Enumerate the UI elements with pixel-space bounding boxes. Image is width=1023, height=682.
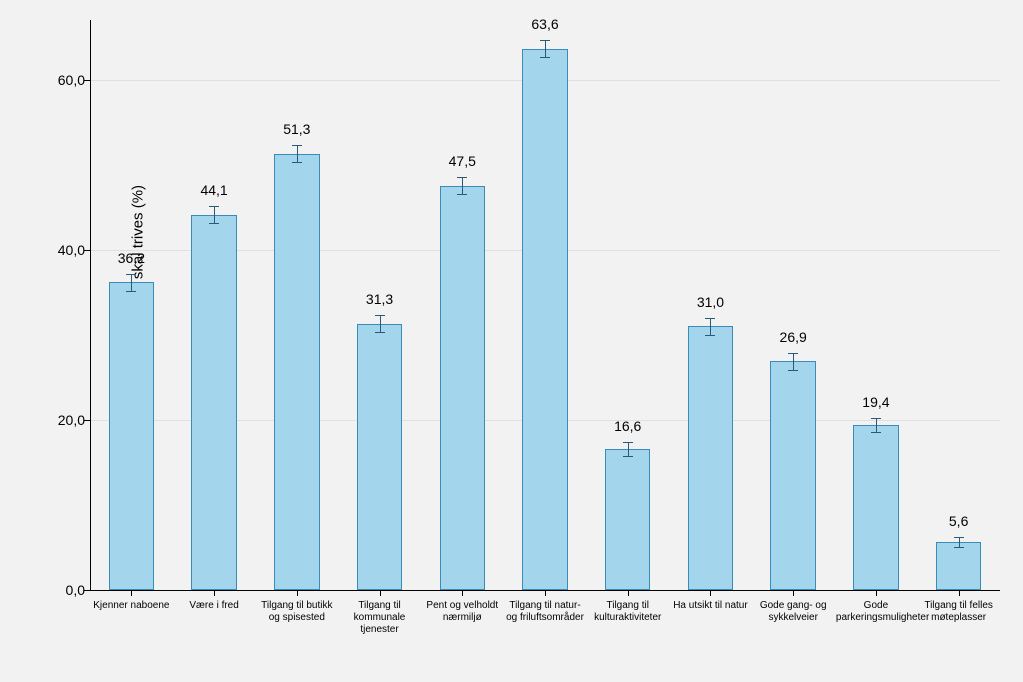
bar-chart: Hva er viktig for at du skal trives (%) …: [0, 0, 1023, 682]
error-bar: [876, 418, 877, 432]
error-bar-cap: [540, 57, 550, 58]
error-bar: [297, 145, 298, 162]
bar: [770, 361, 816, 590]
bar: [688, 326, 734, 590]
y-tick-label: 60,0: [58, 72, 85, 88]
error-bar-cap: [954, 547, 964, 548]
x-category-label: Tilgang tilkommunale tjenester: [340, 600, 420, 636]
error-bar-cap: [375, 332, 385, 333]
bar-value-label: 16,6: [614, 418, 641, 434]
bar-value-label: 63,6: [531, 16, 558, 32]
error-bar: [793, 353, 794, 370]
x-category-label: Tilgang til butikkog spisested: [257, 600, 337, 624]
x-category-label: Tilgang til natur-og friluftsområder: [505, 600, 585, 624]
bar-value-label: 44,1: [200, 182, 227, 198]
error-bar-cap: [292, 145, 302, 146]
error-bar-cap: [788, 353, 798, 354]
error-bar: [628, 442, 629, 456]
error-bar-cap: [623, 456, 633, 457]
x-category-label: Tilgang tilkulturaktiviteter: [588, 600, 668, 624]
x-axis-line: [90, 590, 1000, 591]
error-bar-cap: [126, 274, 136, 275]
x-category-label: Kjenner naboene: [91, 600, 171, 612]
bar-value-label: 51,3: [283, 121, 310, 137]
bar-value-label: 19,4: [862, 394, 889, 410]
x-category-label: Gode gang- ogsykkelveier: [753, 600, 833, 624]
bar: [936, 542, 982, 590]
error-bar: [131, 274, 132, 291]
bar: [357, 324, 403, 590]
error-bar-cap: [954, 537, 964, 538]
bar-value-label: 47,5: [449, 153, 476, 169]
error-bar: [959, 537, 960, 547]
bar: [605, 449, 651, 590]
bar-value-label: 5,6: [949, 513, 968, 529]
bar-value-label: 31,0: [697, 294, 724, 310]
error-bar-cap: [623, 442, 633, 443]
bar: [109, 282, 155, 590]
y-tick-label: 40,0: [58, 242, 85, 258]
x-category-label: Godeparkeringsmuligheter: [836, 600, 916, 624]
y-axis-line: [90, 20, 91, 590]
error-bar-cap: [292, 162, 302, 163]
error-bar-cap: [540, 40, 550, 41]
bar: [191, 215, 237, 590]
bar-value-label: 36,2: [118, 250, 145, 266]
error-bar-cap: [788, 370, 798, 371]
bar: [274, 154, 320, 590]
x-category-label: Ha utsikt til natur: [670, 600, 750, 612]
x-category-label: Være i fred: [174, 600, 254, 612]
y-tick-label: 20,0: [58, 412, 85, 428]
y-tick-label: 0,0: [66, 582, 85, 598]
bar: [440, 186, 486, 590]
error-bar: [380, 315, 381, 332]
error-bar-cap: [126, 291, 136, 292]
error-bar-cap: [705, 335, 715, 336]
bar-value-label: 26,9: [780, 329, 807, 345]
error-bar: [462, 177, 463, 194]
error-bar-cap: [209, 206, 219, 207]
bar: [522, 49, 568, 590]
bar: [853, 425, 899, 590]
error-bar-cap: [375, 315, 385, 316]
x-category-label: Tilgang til fellesmøteplasser: [919, 600, 999, 624]
error-bar-cap: [457, 177, 467, 178]
error-bar-cap: [871, 418, 881, 419]
bar-value-label: 31,3: [366, 291, 393, 307]
error-bar-cap: [871, 432, 881, 433]
error-bar-cap: [705, 318, 715, 319]
error-bar: [710, 318, 711, 335]
error-bar: [214, 206, 215, 223]
error-bar: [545, 40, 546, 57]
error-bar-cap: [457, 194, 467, 195]
error-bar-cap: [209, 223, 219, 224]
x-category-label: Pent og velholdtnærmiljø: [422, 600, 502, 624]
